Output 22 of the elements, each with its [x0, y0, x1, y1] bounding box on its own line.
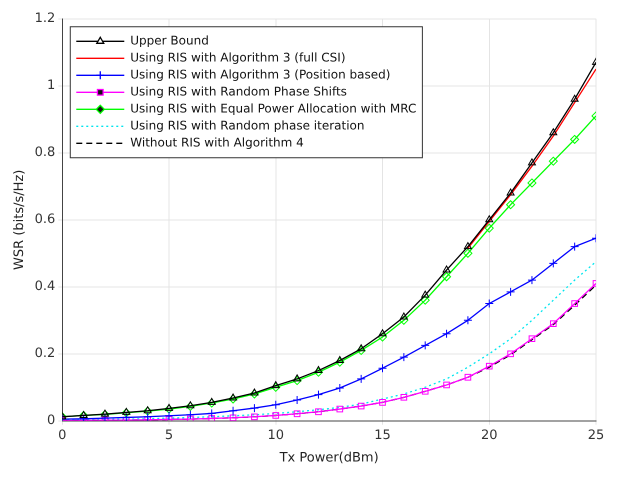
y-tick-label: 0.8	[34, 145, 56, 160]
x-tick-label: 20	[480, 428, 498, 443]
x-tick-label: 10	[267, 428, 284, 443]
legend-label: Using RIS with Random phase iteration	[130, 118, 364, 132]
x-tick-label: 0	[58, 428, 66, 443]
y-tick-label: 0	[46, 413, 56, 428]
legend-label: Without RIS with Algorithm 4	[130, 135, 304, 150]
x-tick-label: 5	[164, 428, 174, 443]
legend-label: Using RIS with Random Phase Shifts	[130, 84, 347, 98]
y-tick-label: 1	[46, 78, 56, 94]
y-tick-label: 1.2	[34, 11, 56, 26]
x-tick-label: 25	[588, 428, 604, 443]
legend-label: Using RIS with Algorithm 3 (full CSI)	[130, 50, 346, 64]
legend-label: Upper Bound	[130, 33, 209, 48]
y-tick-label: 0.4	[34, 279, 56, 294]
y-tick-label: 0.2	[34, 346, 56, 362]
legend-label: Using RIS with Algorithm 3 (Position based)	[130, 67, 390, 82]
legend-label: Using RIS with Equal Power Allocation with MRC	[130, 101, 416, 116]
y-tick-label: 0.6	[34, 212, 56, 228]
x-axis-title: Tx Power(dBm)	[278, 450, 379, 466]
y-axis-title: WSR (bits/s/Hz)	[12, 170, 28, 270]
x-tick-label: 15	[374, 428, 391, 443]
